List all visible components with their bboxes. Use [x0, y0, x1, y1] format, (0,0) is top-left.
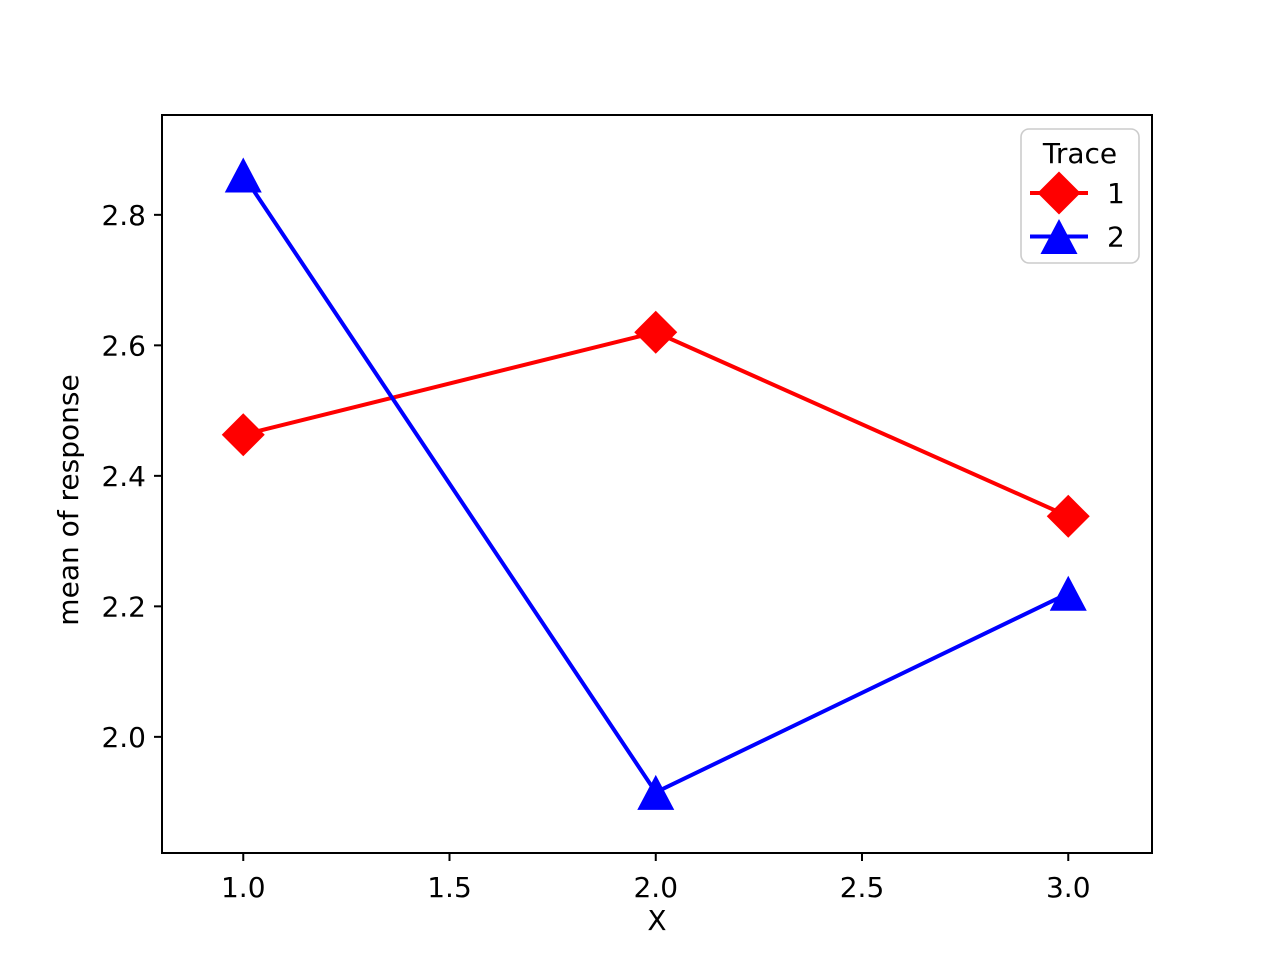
series-group — [221, 157, 1090, 810]
x-tick-label: 1.5 — [427, 871, 472, 904]
trace-2-line — [241, 173, 1070, 795]
y-tick-label: 2.0 — [101, 721, 146, 754]
legend-triangle-up-icon — [1040, 219, 1078, 254]
trace-1-marker — [634, 310, 678, 354]
legend: Trace 12 — [1020, 128, 1140, 264]
trace-2-marker — [1049, 575, 1087, 611]
legend-diamond-icon — [1037, 171, 1081, 215]
x-tick-label: 1.0 — [221, 871, 266, 904]
y-tick-label: 2.2 — [101, 590, 146, 623]
legend-box — [1020, 128, 1140, 264]
ticks-group: 1.0 1.5 2.0 2.5 3.0 2.0 2.2 2.4 2.6 2.8 — [101, 199, 1090, 904]
x-axis-label: X — [647, 904, 666, 937]
legend-entry-label: 1 — [1107, 177, 1125, 210]
trace-2-marker — [224, 157, 262, 193]
trace-1-marker — [221, 413, 265, 457]
y-tick-label: 2.8 — [101, 199, 146, 232]
y-axis-label: mean of response — [52, 374, 85, 625]
x-tick-label: 2.5 — [840, 871, 885, 904]
legend-title: Trace — [1042, 137, 1117, 170]
y-tick-label: 2.4 — [101, 460, 146, 493]
x-tick-label: 3.0 — [1046, 871, 1091, 904]
trace-2-marker — [637, 774, 675, 810]
x-tick-label: 2.0 — [633, 871, 678, 904]
y-tick-label: 2.6 — [101, 329, 146, 362]
legend-entries: 12 — [1030, 171, 1125, 254]
trace-1-marker — [1046, 494, 1090, 538]
legend-entry-label: 2 — [1107, 221, 1125, 254]
plot-border — [161, 114, 1153, 854]
